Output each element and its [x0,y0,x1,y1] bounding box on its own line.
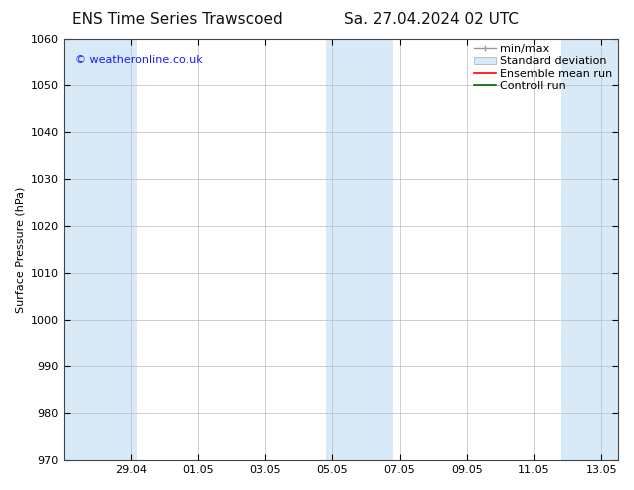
Bar [326,39,393,460]
Bar [63,39,138,460]
Text: ENS Time Series Trawscoed: ENS Time Series Trawscoed [72,12,283,27]
Y-axis label: Surface Pressure (hPa): Surface Pressure (hPa) [15,186,25,313]
Text: © weatheronline.co.uk: © weatheronline.co.uk [75,55,202,66]
Legend: min/max, Standard deviation, Ensemble mean run, Controll run: min/max, Standard deviation, Ensemble me… [469,40,617,95]
Text: Sa. 27.04.2024 02 UTC: Sa. 27.04.2024 02 UTC [344,12,519,27]
Bar [561,39,618,460]
